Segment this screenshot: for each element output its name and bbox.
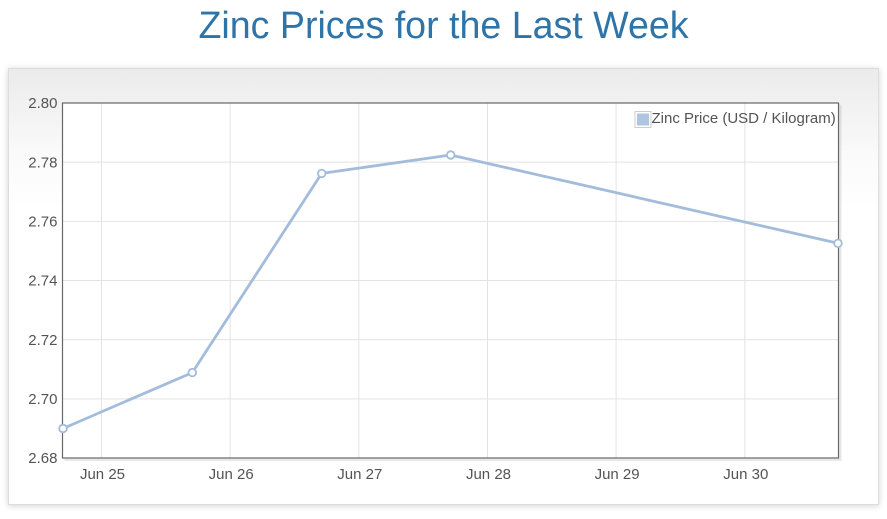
- svg-text:2.72: 2.72: [28, 332, 57, 349]
- svg-text:Jun 26: Jun 26: [209, 466, 254, 483]
- svg-text:Jun 28: Jun 28: [466, 466, 511, 483]
- svg-text:2.74: 2.74: [28, 273, 57, 290]
- svg-text:Jun 25: Jun 25: [80, 466, 125, 483]
- svg-text:Jun 27: Jun 27: [337, 466, 382, 483]
- svg-text:Zinc Price (USD / Kilogram): Zinc Price (USD / Kilogram): [652, 110, 836, 127]
- svg-text:Jun 30: Jun 30: [723, 466, 768, 483]
- svg-text:2.78: 2.78: [28, 154, 57, 171]
- svg-text:2.68: 2.68: [28, 450, 57, 467]
- svg-text:2.76: 2.76: [28, 214, 57, 231]
- svg-text:2.70: 2.70: [28, 391, 57, 408]
- svg-text:Jun 29: Jun 29: [595, 466, 640, 483]
- svg-text:2.80: 2.80: [28, 95, 57, 112]
